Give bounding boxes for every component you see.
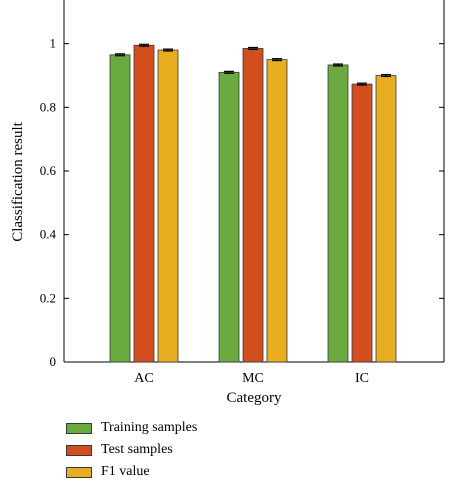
bar bbox=[327, 64, 349, 363]
x-tick-label: MC bbox=[242, 371, 264, 386]
y-axis-label: Classification result bbox=[10, 121, 26, 241]
bar bbox=[351, 83, 373, 363]
bar bbox=[157, 49, 179, 363]
y-tick-label: 0.4 bbox=[40, 227, 57, 242]
bar bbox=[242, 48, 264, 363]
axis-labels: Classification result Category bbox=[10, 121, 282, 406]
legend-label-test: Test samples bbox=[101, 442, 173, 457]
y-tick-label: 0 bbox=[50, 354, 57, 369]
bar bbox=[109, 54, 131, 363]
legend-swatch-training bbox=[66, 422, 92, 434]
bar bbox=[266, 59, 288, 363]
y-tick-label: 0.2 bbox=[40, 290, 56, 305]
legend: Training samples Test samples F1 value bbox=[66, 418, 197, 484]
x-tick-label: AC bbox=[134, 371, 153, 386]
legend-item-f1: F1 value bbox=[66, 462, 197, 482]
x-tick-label: IC bbox=[355, 371, 369, 386]
legend-label-training: Training samples bbox=[101, 420, 198, 435]
bar bbox=[375, 75, 397, 363]
x-axis-label: Category bbox=[227, 390, 282, 406]
legend-label-f1: F1 value bbox=[101, 464, 150, 479]
bar-chart: 0 0.2 0.4 0.6 0.8 1 AC MC IC Classification resu… bbox=[10, 0, 445, 406]
legend-swatch-f1 bbox=[66, 466, 92, 478]
bar bbox=[218, 71, 240, 363]
bars bbox=[109, 43, 397, 363]
y-tick-label: 1 bbox=[50, 36, 57, 51]
bar bbox=[133, 44, 155, 363]
legend-item-training: Training samples bbox=[66, 418, 197, 438]
y-tick-label: 0.8 bbox=[40, 99, 56, 114]
legend-item-test: Test samples bbox=[66, 440, 197, 460]
legend-swatch-test bbox=[66, 444, 92, 456]
y-tick-label: 0.6 bbox=[40, 163, 57, 178]
